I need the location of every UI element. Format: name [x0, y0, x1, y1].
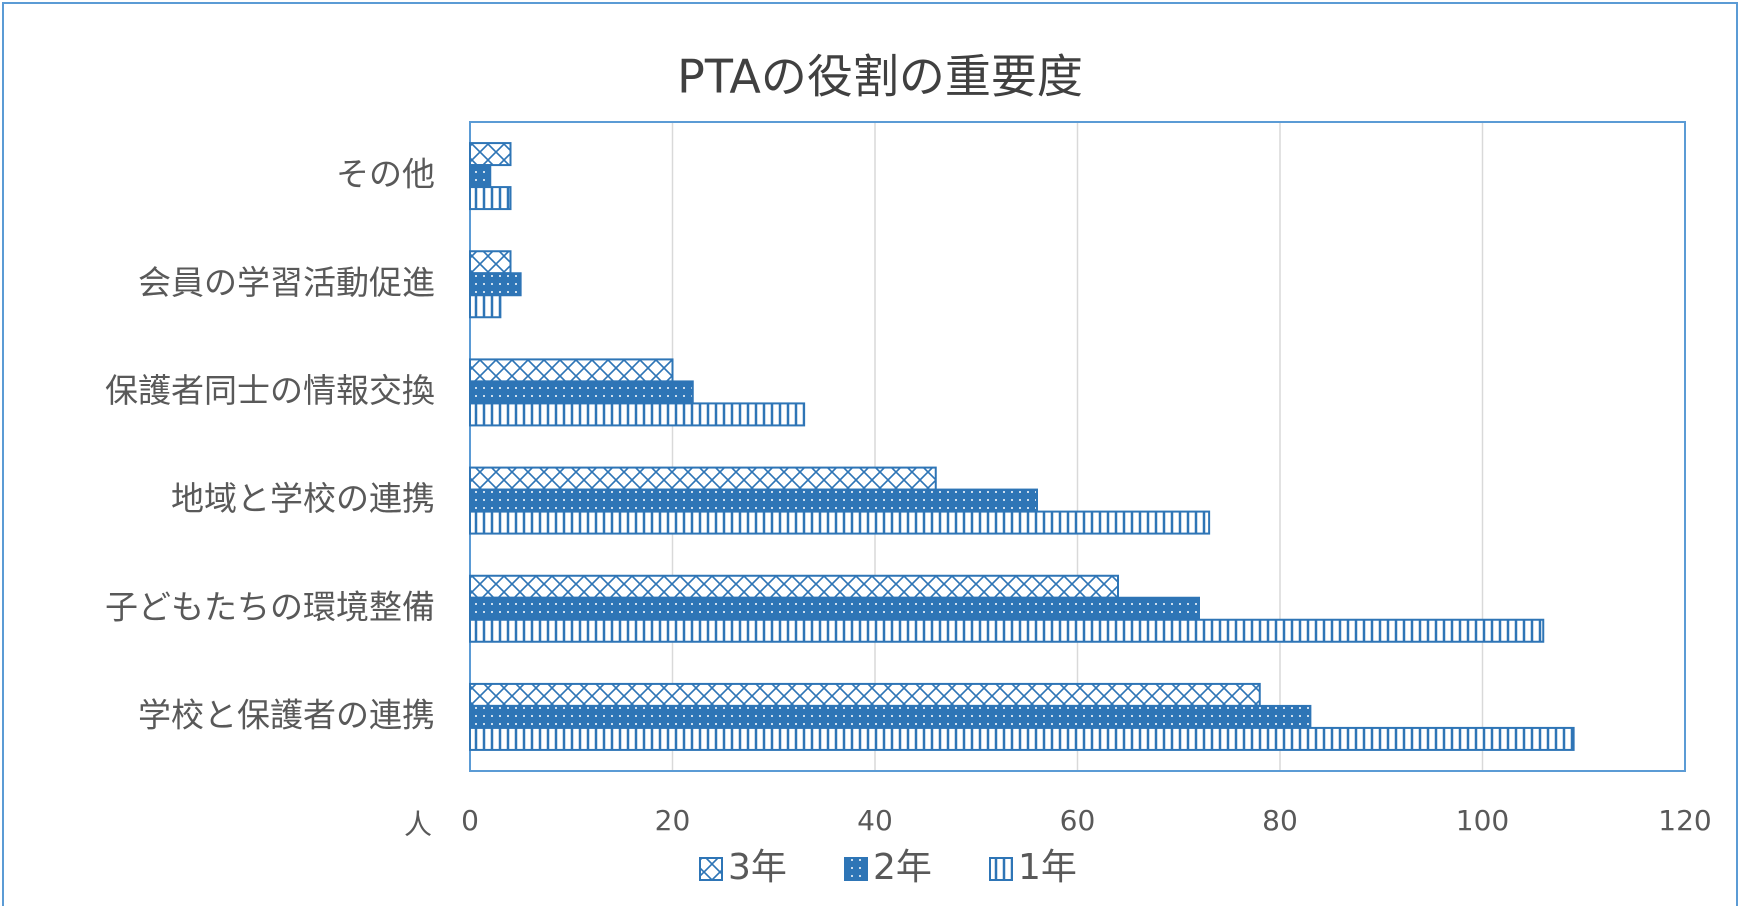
- bar: [469, 358, 674, 383]
- y-tick-label: 保護者同士の情報交換: [105, 371, 435, 410]
- x-tick-label: 40: [857, 804, 893, 837]
- bar: [469, 164, 492, 189]
- legend-swatch: [989, 857, 1013, 881]
- y-tick-label: その他: [336, 155, 435, 194]
- legend-swatch: [844, 857, 868, 881]
- bar: [469, 186, 512, 211]
- bar: [469, 250, 512, 275]
- bar: [469, 272, 522, 297]
- bar: [469, 596, 1200, 621]
- bar: [469, 488, 1038, 513]
- bar: [469, 402, 806, 427]
- x-tick-label: 20: [655, 804, 691, 837]
- x-axis-label: 人: [404, 808, 432, 841]
- legend-label: 2年: [873, 847, 932, 888]
- y-tick-label: 会員の学習活動促進: [138, 263, 435, 302]
- legend-label: 3年: [728, 847, 787, 888]
- chart-title: PTAの役割の重要度: [677, 50, 1083, 104]
- x-tick-label: 80: [1262, 804, 1298, 837]
- bar: [469, 726, 1575, 751]
- x-tick-label: 0: [461, 804, 479, 837]
- legend-label: 1年: [1018, 847, 1077, 888]
- bar: [469, 510, 1211, 535]
- x-tick-label: 60: [1060, 804, 1096, 837]
- bar: [469, 682, 1261, 707]
- x-tick-label: 100: [1456, 804, 1509, 837]
- bar: [469, 466, 937, 491]
- bar: [469, 142, 512, 167]
- x-tick-label: 120: [1658, 804, 1711, 837]
- bar: [469, 618, 1545, 643]
- y-tick-label: 子どもたちの環境整備: [105, 587, 435, 626]
- y-tick-label: 地域と学校の連携: [171, 479, 435, 518]
- y-tick-label: 学校と保護者の連携: [138, 695, 435, 734]
- bar: [469, 574, 1119, 599]
- bar: [469, 294, 502, 319]
- legend-swatch: [699, 857, 723, 881]
- plot-border: [469, 121, 1686, 772]
- bar: [469, 704, 1312, 729]
- bar: [469, 380, 694, 405]
